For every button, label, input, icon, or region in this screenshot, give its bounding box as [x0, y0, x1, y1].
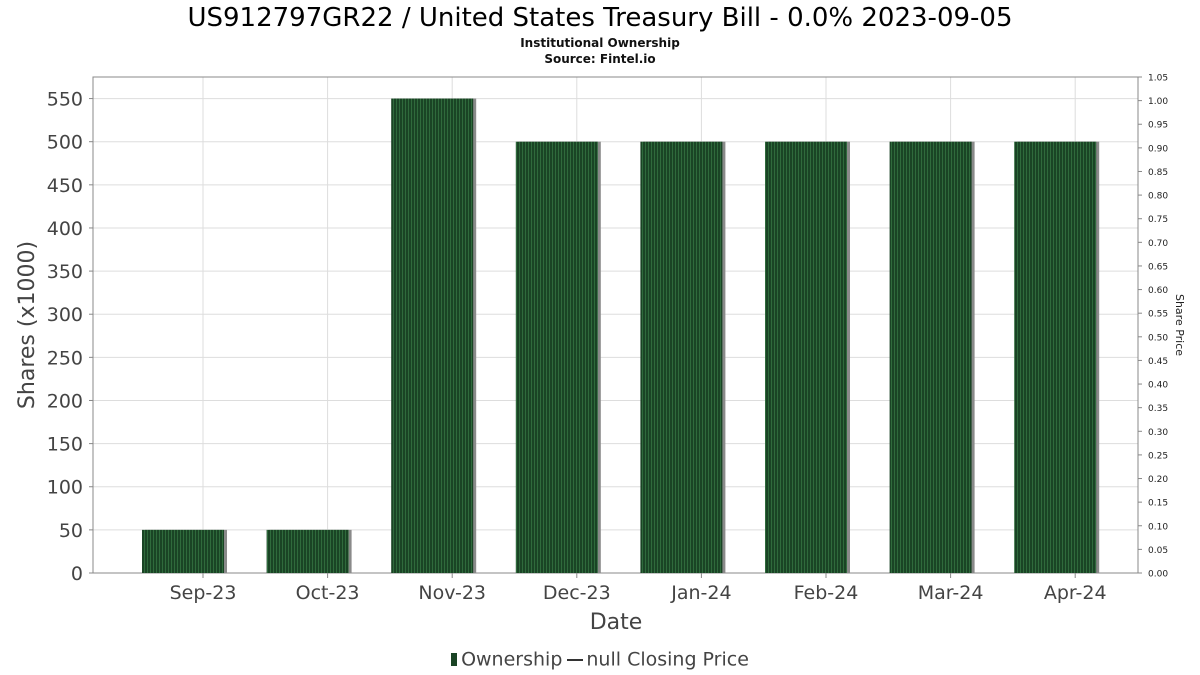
grid-lines	[93, 77, 1138, 574]
x-tick-label: Nov-23	[418, 582, 486, 604]
y2-tick-label: 0.80	[1148, 192, 1168, 202]
x-tick-label: Dec-23	[543, 582, 611, 604]
ownership-bar	[515, 141, 598, 573]
y-tick-label: 200	[47, 390, 83, 412]
y2-axis-label: Share Price	[1173, 294, 1186, 356]
chart-subtitle: Institutional Ownership	[520, 36, 680, 50]
y2-tick-label: 0.25	[1148, 451, 1168, 461]
y2-tick-label: 0.75	[1148, 215, 1168, 225]
y-tick-label: 100	[47, 477, 83, 499]
y2-tick-label: 0.30	[1148, 428, 1168, 438]
ownership-bar	[1014, 141, 1097, 573]
y2-tick-label: 0.70	[1148, 239, 1168, 249]
x-tick-label: Jan-24	[670, 582, 731, 604]
y-tick-label: 50	[59, 520, 83, 542]
y2-tick-label: 0.95	[1148, 121, 1168, 131]
ownership-legend-swatch	[451, 653, 458, 666]
x-tick-label: Feb-24	[794, 582, 859, 604]
closing-price-legend-label: null Closing Price	[586, 648, 749, 671]
plot-area-frame	[92, 76, 1139, 574]
y2-tick-label: 0.20	[1148, 475, 1168, 485]
y-tick-label: 250	[47, 347, 83, 369]
ownership-bar	[640, 141, 723, 573]
y2-tick-label: 0.65	[1148, 262, 1168, 272]
ownership-bar	[142, 529, 224, 573]
x-tick-label: Mar-24	[918, 582, 984, 604]
y2-tick-label: 0.15	[1148, 499, 1168, 509]
y2-tick-label: 1.05	[1148, 74, 1168, 84]
closing-price-legend-swatch	[567, 658, 584, 661]
y2-tick-label: 0.55	[1148, 310, 1168, 320]
chart-legend: Ownership null Closing Price	[0, 648, 1200, 671]
y-tick-label: 450	[47, 175, 83, 197]
x-axis-ticks: Sep-23 Oct-23 Nov-23 Dec-23 Jan-24 Feb-24 Mar-…	[170, 573, 1107, 604]
ownership-bar	[266, 529, 349, 573]
ownership-legend-label: Ownership	[461, 648, 563, 671]
x-tick-label: Sep-23	[170, 582, 237, 604]
y-tick-label: 400	[47, 218, 83, 240]
y-tick-label: 150	[47, 434, 83, 456]
chart-title: US912797GR22 / United States Treasury Bi…	[187, 3, 1013, 33]
chart-source: Source: Fintel.io	[544, 52, 656, 66]
y2-tick-label: 0.50	[1148, 333, 1168, 343]
ownership-bar	[889, 141, 972, 573]
y-tick-label: 350	[47, 261, 83, 283]
bars	[142, 98, 1100, 573]
y-axis-label: Shares (x1000)	[15, 241, 40, 409]
y-tick-label: 0	[71, 563, 83, 585]
ownership-bar	[765, 141, 847, 573]
x-axis-label: Date	[590, 610, 643, 635]
ownership-bar	[391, 98, 474, 573]
x-tick-label: Oct-23	[296, 582, 360, 604]
y2-tick-label: 0.85	[1148, 168, 1168, 178]
y2-tick-label: 1.00	[1148, 97, 1168, 107]
y2-tick-label: 0.00	[1148, 570, 1168, 580]
y2-tick-label: 0.40	[1148, 381, 1168, 391]
y2-tick-label: 0.60	[1148, 286, 1168, 296]
y-axis-ticks: 0 50 100 150 200 250 300 350 400 450 500 550	[47, 89, 93, 585]
y2-tick-label: 0.45	[1148, 357, 1168, 367]
y-tick-label: 500	[47, 132, 83, 154]
y2-axis-ticks: 0.00 0.05 0.10 0.15 0.20 0.25 0.30 0.35 0.40 0.45…	[1138, 74, 1168, 580]
y2-tick-label: 0.05	[1148, 546, 1168, 556]
x-tick-label: Apr-24	[1044, 582, 1107, 604]
y2-tick-label: 0.10	[1148, 522, 1168, 532]
y-tick-label: 300	[47, 304, 83, 326]
y2-tick-label: 0.90	[1148, 144, 1168, 154]
y-tick-label: 550	[47, 89, 83, 111]
y2-tick-label: 0.35	[1148, 404, 1168, 414]
